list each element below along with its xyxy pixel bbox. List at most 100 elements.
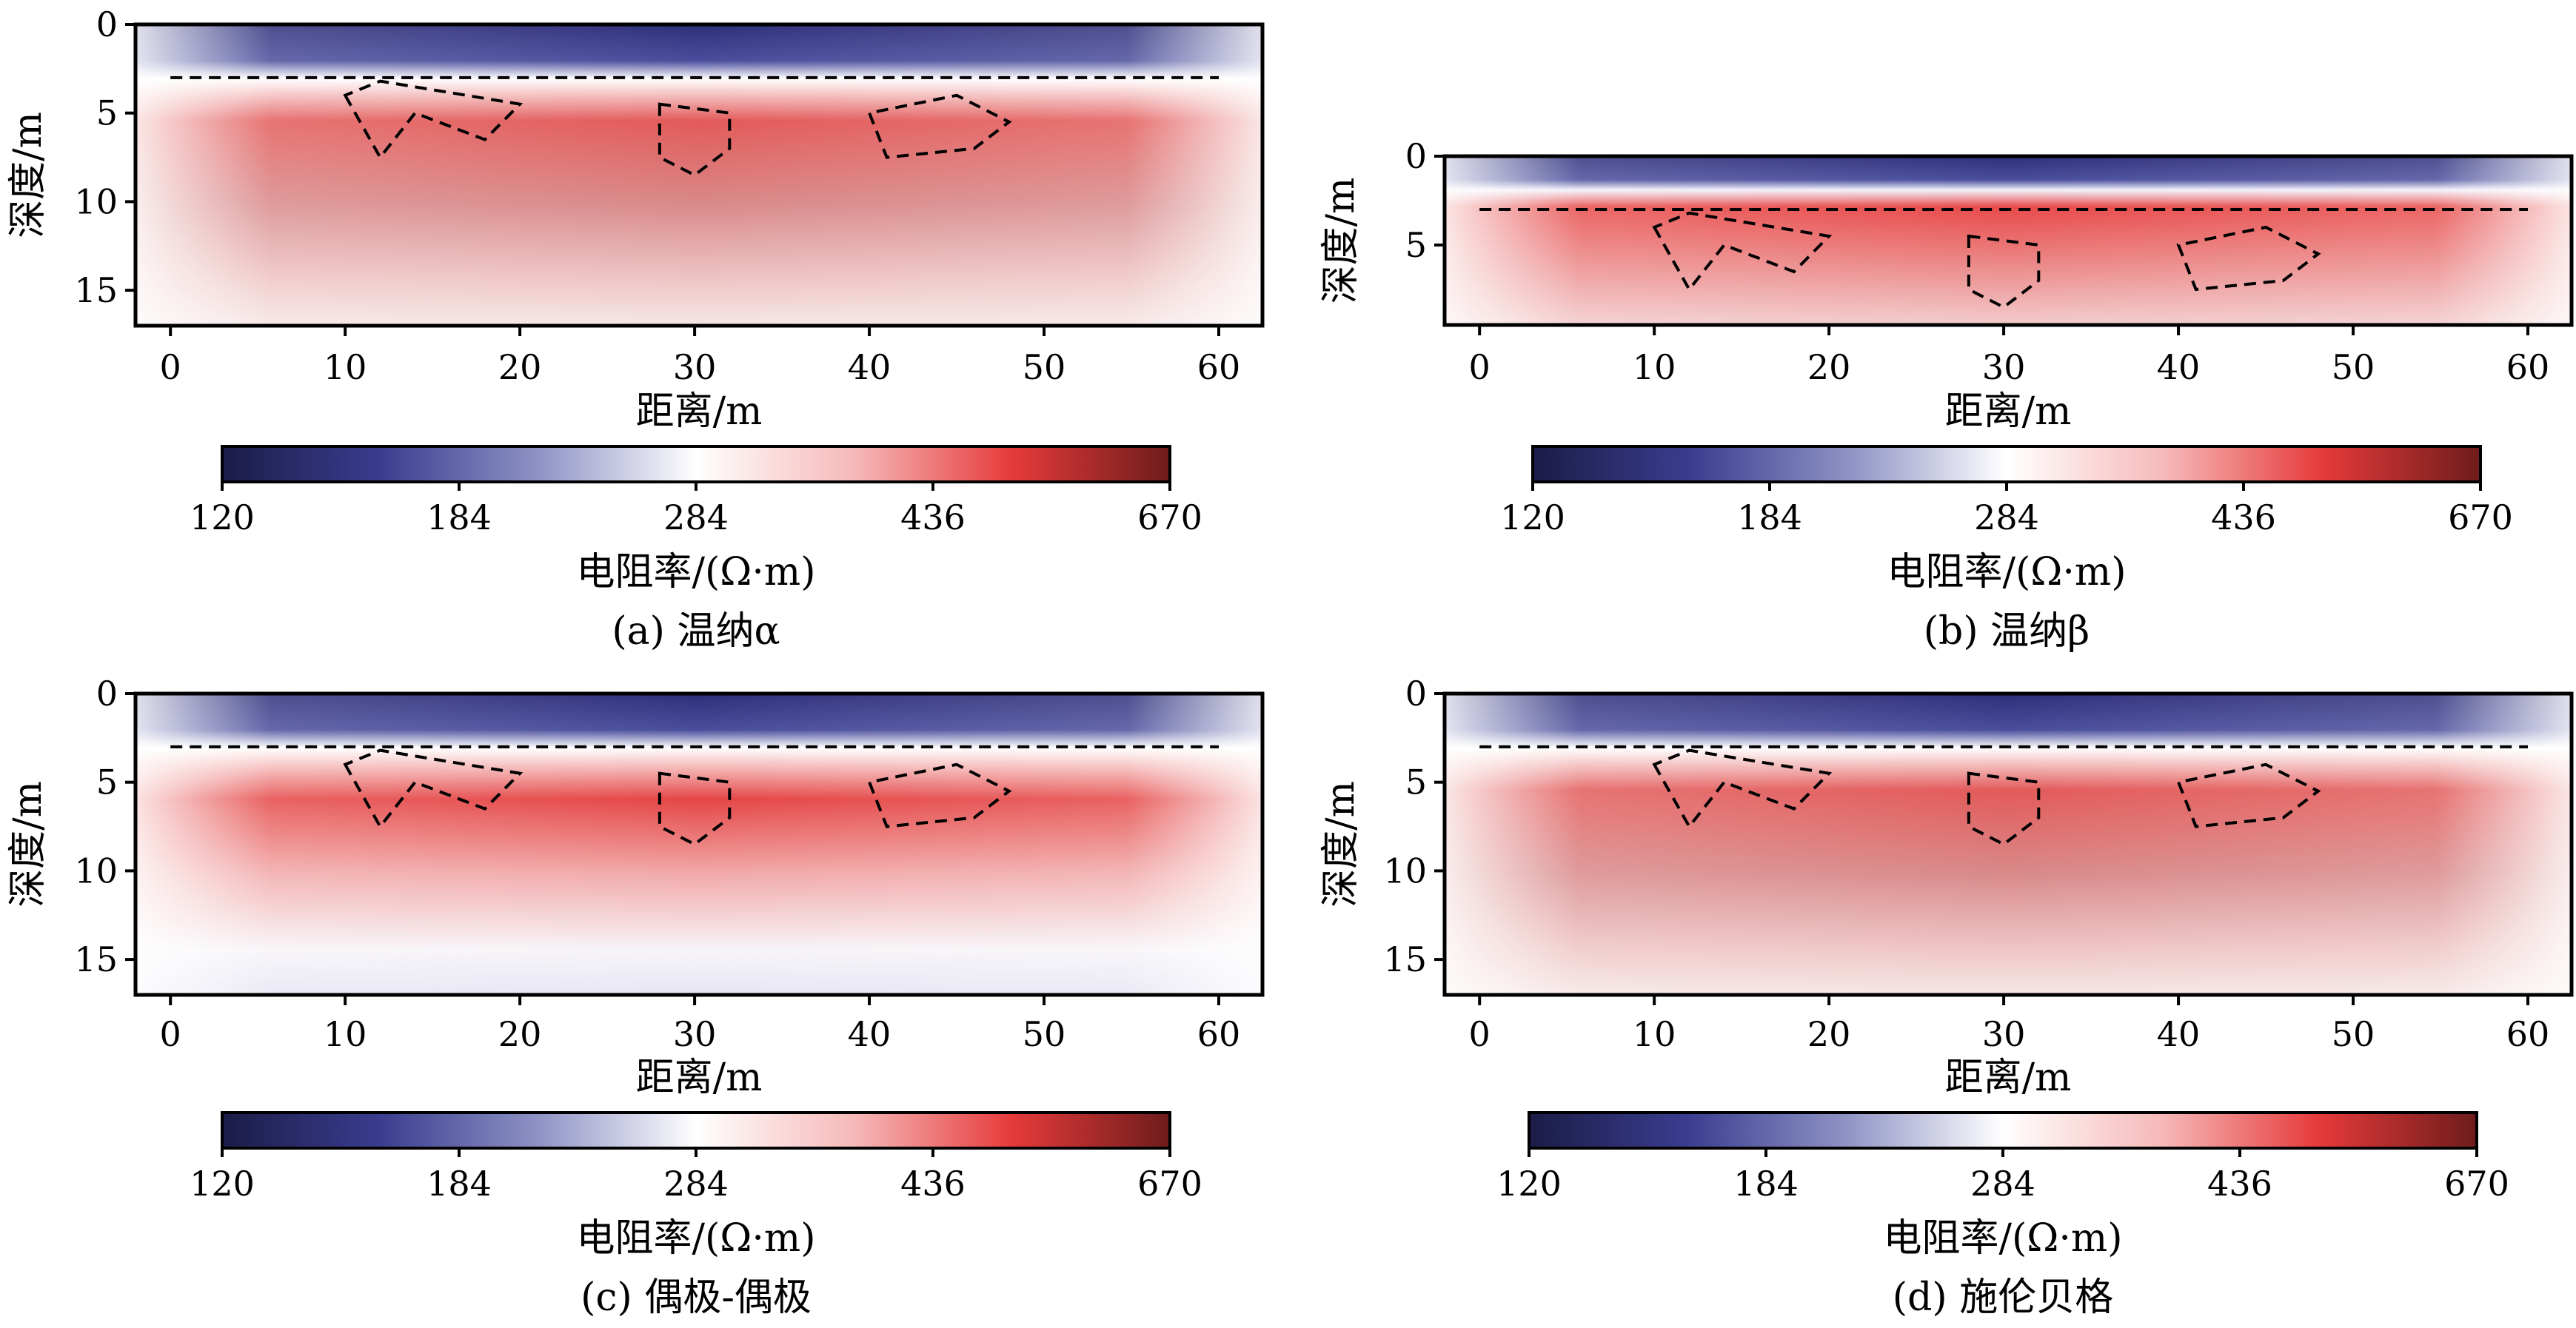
x-tick-label: 20 bbox=[498, 1014, 542, 1054]
anomaly-outline bbox=[343, 748, 523, 830]
x-axis-label: 距离/m bbox=[1945, 389, 2072, 434]
anomaly-outline bbox=[658, 771, 732, 846]
x-tick-label: 10 bbox=[324, 1014, 367, 1054]
panel-a: 0 10 20 30 40 50 60 0 5 10 15 距离/m 深度/m 120 184 284 436 6… bbox=[6, 4, 1265, 654]
colorbar-tick-label: 120 bbox=[1496, 1164, 1562, 1204]
x-axis-label: 距离/m bbox=[636, 389, 763, 434]
anomaly-outline bbox=[867, 762, 1012, 828]
colorbar-tick-label: 184 bbox=[1737, 497, 1802, 537]
y-tick-label: 0 bbox=[96, 674, 118, 714]
panel-caption: (a) 温纳α bbox=[612, 609, 780, 654]
x-tick-label: 40 bbox=[848, 1014, 891, 1054]
resistivity-field bbox=[1445, 694, 2572, 995]
panel-caption: (b) 温纳β bbox=[1924, 609, 2090, 654]
plot-frame bbox=[133, 691, 1265, 997]
x-axis-label: 距离/m bbox=[1945, 1056, 2072, 1100]
colorbar-tick-label: 436 bbox=[2207, 1164, 2272, 1204]
colorbar-tick-label: 670 bbox=[2444, 1164, 2509, 1204]
y-tick-label: 10 bbox=[1383, 851, 1427, 891]
colorbar-tick-label: 120 bbox=[190, 1164, 255, 1204]
y-tick-label: 5 bbox=[96, 762, 118, 802]
y-tick-label: 5 bbox=[96, 93, 118, 133]
x-tick-label: 30 bbox=[1982, 347, 2026, 387]
x-tick-label: 50 bbox=[1023, 347, 1066, 387]
anomaly-outline bbox=[658, 102, 732, 177]
x-tick-label: 60 bbox=[2506, 347, 2550, 387]
resistivity-field bbox=[136, 694, 1262, 995]
x-tick-label: 20 bbox=[1807, 347, 1851, 387]
anomaly-outline bbox=[1967, 771, 2041, 846]
x-tick-label: 10 bbox=[1633, 1014, 1676, 1054]
plot-frame bbox=[1442, 154, 2574, 327]
x-tick-label: 0 bbox=[160, 347, 181, 387]
anomaly-outline bbox=[343, 79, 523, 161]
x-tick-label: 30 bbox=[673, 347, 717, 387]
x-tick-label: 10 bbox=[324, 347, 367, 387]
x-tick-label: 30 bbox=[673, 1014, 717, 1054]
x-tick-label: 0 bbox=[1469, 1014, 1491, 1054]
panel-b: 0 10 20 30 40 50 60 0 5 距离/m 深度/m 120 184 284 436 670 电阻… bbox=[1319, 136, 2574, 654]
x-tick-label: 50 bbox=[2332, 347, 2375, 387]
colorbar-tick-label: 120 bbox=[1500, 497, 1565, 537]
x-tick-label: 40 bbox=[848, 347, 891, 387]
anomaly-outline bbox=[2176, 762, 2321, 828]
x-tick-label: 20 bbox=[1807, 1014, 1851, 1054]
x-tick-label: 0 bbox=[1469, 347, 1491, 387]
colorbar-tick-label: 670 bbox=[1137, 497, 1202, 537]
colorbar-label: 电阻率/(Ω·m) bbox=[576, 550, 815, 594]
y-axis-label: 深度/m bbox=[1319, 781, 1363, 908]
anomaly-outline bbox=[867, 93, 1012, 159]
x-tick-label: 60 bbox=[2506, 1014, 2550, 1054]
y-tick-label: 10 bbox=[74, 181, 118, 221]
y-tick-label: 15 bbox=[1383, 939, 1427, 979]
anomaly-outline bbox=[2176, 225, 2321, 292]
resistivity-field bbox=[136, 24, 1262, 326]
y-tick-label: 10 bbox=[74, 851, 118, 891]
y-axis-label: 深度/m bbox=[6, 781, 50, 908]
y-tick-label: 5 bbox=[1405, 762, 1427, 802]
y-tick-label: 0 bbox=[1405, 674, 1427, 714]
x-tick-label: 20 bbox=[498, 347, 542, 387]
colorbar-tick-label: 670 bbox=[2448, 497, 2513, 537]
colorbar-tick-label: 670 bbox=[1137, 1164, 1202, 1204]
y-tick-label: 15 bbox=[74, 939, 118, 979]
panel-caption: (d) 施伦贝格 bbox=[1893, 1275, 2113, 1320]
colorbar-tick-label: 184 bbox=[1733, 1164, 1799, 1204]
x-tick-label: 30 bbox=[1982, 1014, 2026, 1054]
colorbar-tick-label: 284 bbox=[663, 497, 729, 537]
panel-d: 0 10 20 30 40 50 60 0 5 10 15 距离/m 深度/m 120 184 284 436 6… bbox=[1319, 674, 2574, 1320]
x-tick-label: 60 bbox=[1197, 1014, 1241, 1054]
colorbar bbox=[221, 445, 1171, 483]
colorbar bbox=[221, 1111, 1171, 1150]
y-tick-label: 0 bbox=[96, 4, 118, 44]
x-tick-label: 50 bbox=[2332, 1014, 2375, 1054]
y-tick-label: 5 bbox=[1405, 225, 1427, 265]
anomaly-outline bbox=[1652, 748, 1833, 830]
y-tick-label: 15 bbox=[74, 270, 118, 310]
colorbar-label: 电阻率/(Ω·m) bbox=[1887, 550, 2126, 594]
colorbar-tick-label: 184 bbox=[426, 1164, 492, 1204]
colorbar bbox=[1528, 1111, 2478, 1150]
resistivity-field bbox=[1445, 156, 2572, 325]
y-axis-label: 深度/m bbox=[6, 112, 50, 238]
colorbar-tick-label: 436 bbox=[900, 1164, 966, 1204]
colorbar-tick-label: 284 bbox=[1970, 1164, 2035, 1204]
x-tick-label: 50 bbox=[1023, 1014, 1066, 1054]
colorbar bbox=[1531, 445, 2482, 483]
panel-caption: (c) 偶极-偶极 bbox=[581, 1275, 812, 1320]
x-tick-label: 10 bbox=[1633, 347, 1676, 387]
y-axis-label: 深度/m bbox=[1319, 178, 1363, 304]
x-tick-label: 40 bbox=[2157, 1014, 2201, 1054]
anomaly-outline bbox=[1967, 234, 2041, 309]
x-tick-label: 0 bbox=[160, 1014, 181, 1054]
colorbar-tick-label: 284 bbox=[663, 1164, 729, 1204]
colorbar-tick-label: 284 bbox=[1974, 497, 2039, 537]
plot-frame bbox=[133, 22, 1265, 328]
colorbar-tick-label: 436 bbox=[2211, 497, 2276, 537]
plot-frame bbox=[1442, 691, 2574, 997]
panel-c: 0 10 20 30 40 50 60 0 5 10 15 距离/m 深度/m 120 184 284 436 6… bbox=[6, 674, 1265, 1320]
colorbar-label: 电阻率/(Ω·m) bbox=[1883, 1216, 2122, 1261]
x-tick-label: 40 bbox=[2157, 347, 2201, 387]
colorbar-tick-label: 436 bbox=[900, 497, 966, 537]
